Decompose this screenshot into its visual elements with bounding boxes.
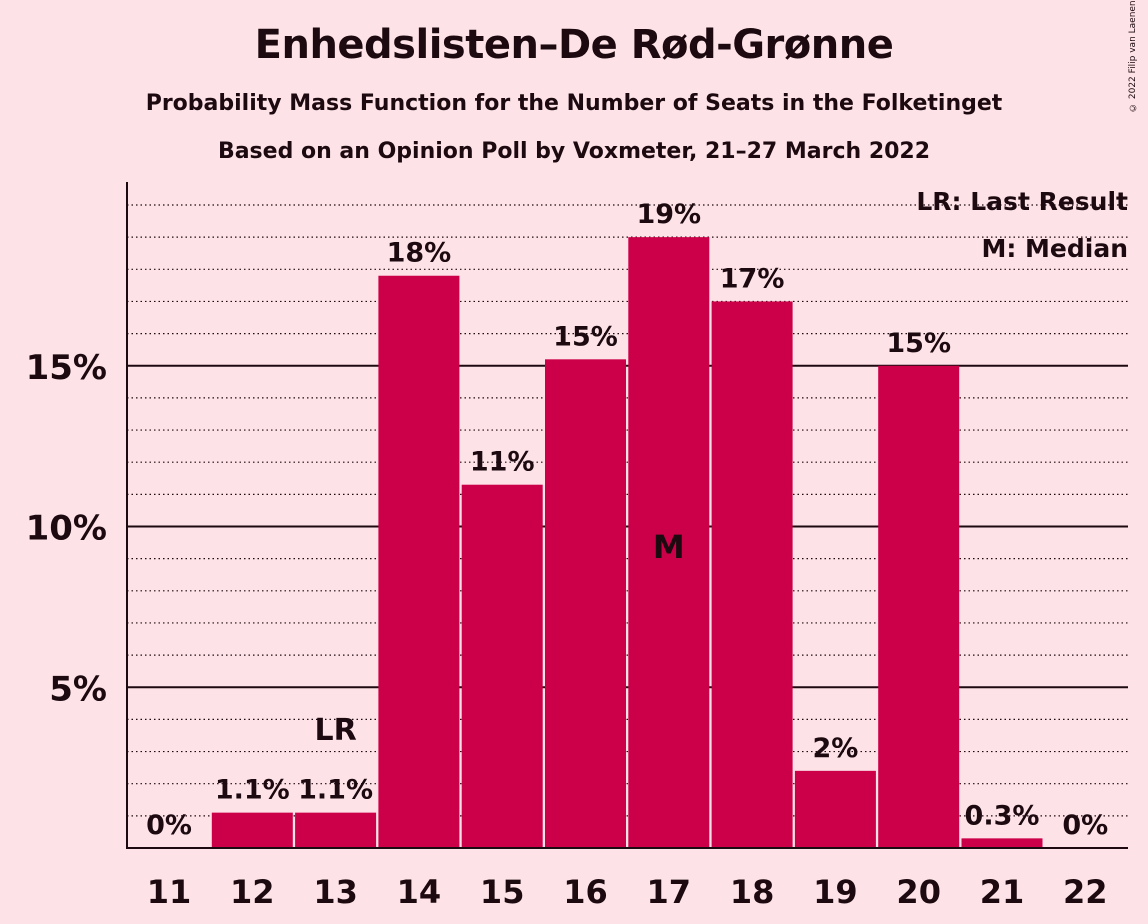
bar — [628, 237, 710, 848]
bar — [295, 812, 377, 848]
bar — [461, 484, 543, 848]
bar — [211, 812, 293, 848]
x-tick-label: 22 — [1063, 873, 1108, 911]
chart-subtitle-source: Based on an Opinion Poll by Voxmeter, 21… — [217, 139, 931, 164]
x-tick-label: 18 — [730, 873, 775, 911]
data-label: 0% — [146, 810, 192, 841]
x-tick-label: 17 — [647, 873, 692, 911]
x-tick-label: 21 — [980, 873, 1025, 911]
last-result-marker: LR — [314, 713, 356, 748]
data-label: 0.3% — [965, 800, 1040, 831]
legend-last-result: LR: Last Result — [916, 187, 1128, 216]
chart-title: Enhedslisten–De Rød-Grønne — [254, 22, 894, 68]
data-label: 0% — [1062, 810, 1108, 841]
x-tick-label: 13 — [313, 873, 358, 911]
x-tick-label: 15 — [480, 873, 525, 911]
x-tick-label: 12 — [230, 873, 275, 911]
bar — [378, 275, 460, 849]
bar — [545, 359, 626, 848]
x-tick-label: 14 — [397, 873, 442, 911]
bar — [961, 838, 1043, 848]
y-tick-label: 5% — [49, 669, 107, 709]
data-label: 2% — [812, 733, 858, 764]
data-label: 1.1% — [215, 775, 290, 806]
data-label: 1.1% — [298, 775, 373, 806]
x-tick-label: 20 — [896, 873, 941, 911]
data-label: 17% — [720, 263, 785, 294]
data-label: 15% — [553, 321, 618, 352]
data-label: 19% — [636, 199, 701, 230]
x-tick-label: 11 — [147, 873, 192, 911]
bar — [794, 770, 876, 848]
y-tick-label: 15% — [26, 348, 107, 388]
data-label: 18% — [387, 238, 452, 269]
bar — [711, 301, 793, 848]
y-tick-label: 10% — [26, 509, 107, 549]
legend-median: M: Median — [981, 234, 1128, 263]
data-label: 11% — [470, 447, 535, 478]
data-label: 15% — [886, 328, 951, 359]
median-marker: M — [653, 528, 685, 566]
x-tick-label: 19 — [813, 873, 858, 911]
x-tick-label: 16 — [563, 873, 608, 911]
bar — [878, 365, 960, 848]
chart-subtitle: Probability Mass Function for the Number… — [145, 91, 1003, 116]
